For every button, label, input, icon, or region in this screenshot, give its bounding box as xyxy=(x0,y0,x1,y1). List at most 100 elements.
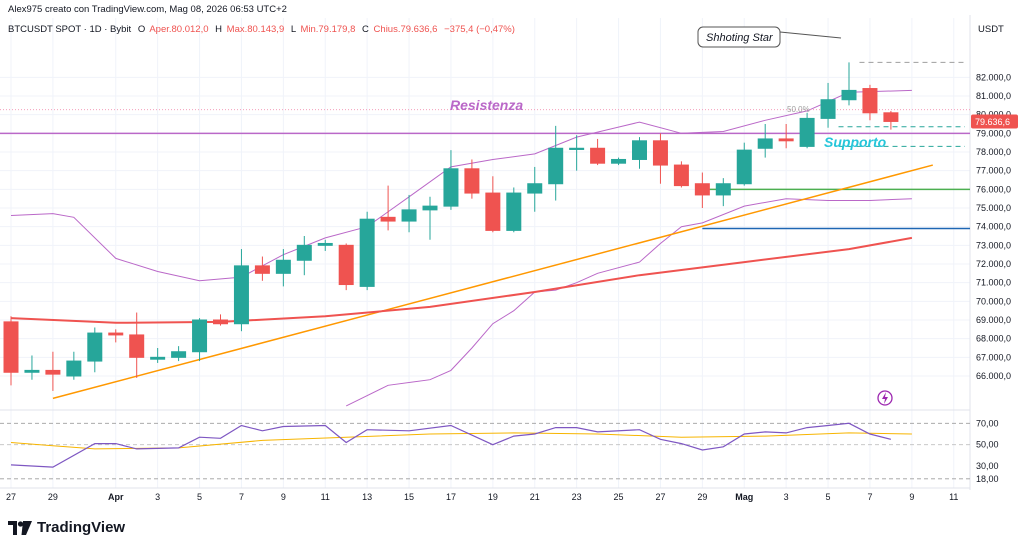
candle-body xyxy=(443,168,459,207)
candle[interactable] xyxy=(213,314,228,326)
candle[interactable] xyxy=(799,112,815,149)
time-tick-label: 19 xyxy=(488,492,498,502)
time-tick-label: 9 xyxy=(909,492,914,502)
candle[interactable] xyxy=(590,138,606,166)
price-tick-label: 82.000,0 xyxy=(976,72,1011,82)
candle[interactable] xyxy=(233,249,249,332)
candle-body xyxy=(192,319,208,353)
time-tick-label: 3 xyxy=(784,492,789,502)
candle[interactable] xyxy=(192,318,208,362)
candle[interactable] xyxy=(778,124,794,149)
candle[interactable] xyxy=(652,133,668,184)
price-tick-label: 75.000,0 xyxy=(976,203,1011,213)
candle[interactable] xyxy=(673,161,689,188)
candle-body xyxy=(275,259,291,274)
ohlc-header: BTCUSDT SPOT · 1D · Bybit O Aper.80.012,… xyxy=(8,24,515,35)
candle[interactable] xyxy=(485,176,501,233)
price-tick-label: 78.000,0 xyxy=(976,147,1011,157)
rsi-tick-label: 50,00 xyxy=(976,440,999,450)
candle[interactable] xyxy=(108,329,124,343)
candle-body xyxy=(736,149,752,185)
rsi-tick-label: 30,00 xyxy=(976,461,999,471)
candle[interactable] xyxy=(820,82,836,128)
currency-label: USDT xyxy=(978,24,1004,35)
candle-body xyxy=(171,351,187,358)
candle[interactable] xyxy=(150,348,166,363)
low-value: Min.79.179,8 xyxy=(300,24,355,35)
tradingview-logo: TradingView xyxy=(8,519,125,536)
candle[interactable] xyxy=(736,142,752,186)
candle[interactable] xyxy=(338,243,354,291)
close-label: C xyxy=(362,24,369,35)
candle[interactable] xyxy=(443,150,459,210)
price-tick-label: 70.000,0 xyxy=(976,296,1011,306)
price-tick-label: 76.000,0 xyxy=(976,184,1011,194)
candle[interactable] xyxy=(862,84,878,121)
time-tick-label: 25 xyxy=(614,492,624,502)
sma-line xyxy=(10,236,913,324)
time-tick-label: Apr xyxy=(108,492,124,502)
candle[interactable] xyxy=(254,256,270,281)
candle[interactable] xyxy=(632,137,647,169)
candle[interactable] xyxy=(296,236,312,276)
time-tick-label: 9 xyxy=(281,492,286,502)
candle[interactable] xyxy=(527,166,543,212)
candle-body xyxy=(778,138,794,142)
last-price-badge: 79.636,6 xyxy=(971,114,1018,129)
candle[interactable] xyxy=(569,135,585,171)
candle-body xyxy=(3,321,19,373)
rsi-ma-line xyxy=(10,432,912,450)
candle-body xyxy=(841,89,857,101)
price-tick-label: 68.000,0 xyxy=(976,334,1011,344)
time-tick-label: 3 xyxy=(155,492,160,502)
candle-body xyxy=(24,369,40,373)
candle[interactable] xyxy=(401,194,417,233)
candle[interactable] xyxy=(715,178,731,207)
candle-body xyxy=(548,147,564,185)
candle[interactable] xyxy=(694,172,710,208)
candle[interactable] xyxy=(24,355,40,380)
candle[interactable] xyxy=(317,239,333,251)
candle-body xyxy=(233,265,249,325)
time-tick-label: 11 xyxy=(949,492,958,502)
candle[interactable] xyxy=(380,185,396,231)
time-tick-label: 5 xyxy=(826,492,831,502)
candle-body xyxy=(527,183,543,194)
time-tick-label: 17 xyxy=(446,492,456,502)
time-tick-label: 23 xyxy=(572,492,582,502)
brand-name: TradingView xyxy=(37,519,126,536)
candle[interactable] xyxy=(548,125,564,201)
candle-body xyxy=(359,218,375,287)
bollinger-bands xyxy=(10,89,912,407)
candle-body xyxy=(108,332,124,336)
candle[interactable] xyxy=(883,110,899,130)
candle[interactable] xyxy=(464,159,480,199)
candle[interactable] xyxy=(275,249,291,287)
candle-body xyxy=(611,158,627,164)
rsi-line xyxy=(10,422,892,468)
bollinger-upper-line xyxy=(10,89,912,282)
last-price-badge-bg xyxy=(971,114,1018,129)
candle[interactable] xyxy=(506,187,522,233)
candle-body xyxy=(66,360,82,377)
lightning-icon[interactable] xyxy=(877,390,893,406)
candle[interactable] xyxy=(422,196,438,240)
candle[interactable] xyxy=(171,346,187,362)
candle-body xyxy=(820,99,836,119)
candle[interactable] xyxy=(611,157,627,166)
candle[interactable] xyxy=(129,312,145,378)
candle[interactable] xyxy=(757,124,773,158)
candle[interactable] xyxy=(66,351,82,380)
candle[interactable] xyxy=(87,327,103,373)
price-tick-label: 74.000,0 xyxy=(976,222,1011,232)
rsi-tick-label: 70,00 xyxy=(976,418,999,428)
candle[interactable] xyxy=(45,351,61,391)
shooting-star-callout[interactable]: Shhoting Star xyxy=(697,26,842,48)
open-label: O xyxy=(138,24,145,35)
candle-body xyxy=(757,138,773,149)
candle[interactable] xyxy=(841,62,857,106)
candle[interactable] xyxy=(359,211,375,291)
price-axis: 66.000,0 67.000,0 68.000,0 69.000,0 70.000,0… xyxy=(6,72,1018,502)
candle[interactable] xyxy=(3,316,19,386)
